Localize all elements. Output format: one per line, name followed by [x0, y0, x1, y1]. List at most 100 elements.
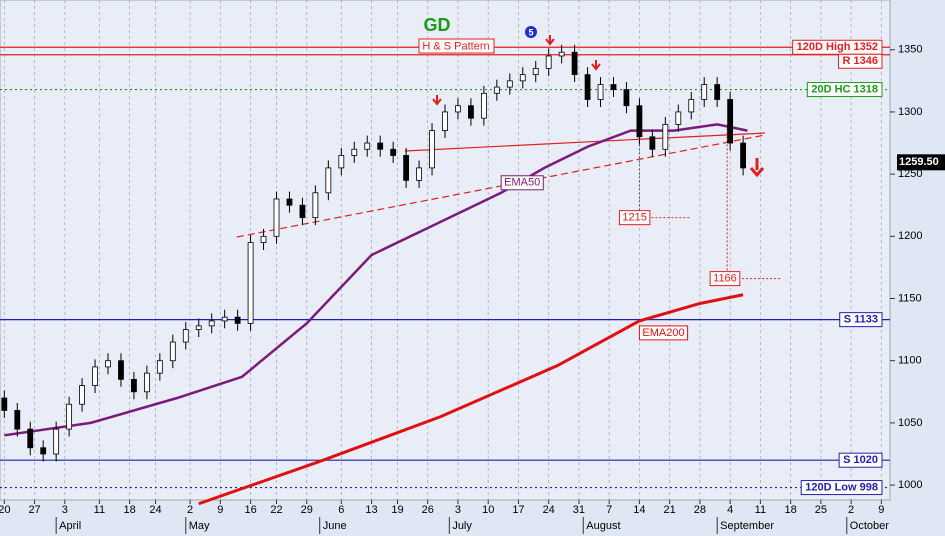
y-tick-label: 1200 [898, 230, 922, 242]
candle-body [234, 316, 241, 324]
candle-body [118, 360, 124, 380]
x-tick-label: 25 [815, 504, 827, 516]
candle-body [532, 68, 539, 76]
month-label: October [850, 520, 889, 532]
x-tick-label: 22 [270, 504, 282, 516]
x-tick-label: 21 [664, 504, 676, 516]
month-label: August [586, 520, 620, 532]
candle-body [701, 84, 708, 100]
candle-body [623, 89, 630, 107]
x-tick-label: 26 [422, 504, 434, 516]
target-label: 1215 [622, 212, 646, 224]
candle-body [53, 428, 60, 455]
level-label: 20D HC 1318 [811, 83, 878, 95]
candle-body [208, 320, 215, 327]
x-tick-label: 9 [878, 504, 884, 516]
pattern-label: H & S Pattern [422, 40, 489, 52]
arrow [432, 95, 442, 106]
candle-body [571, 51, 578, 76]
x-tick-label: 11 [755, 504, 766, 516]
month-label: July [452, 520, 472, 532]
target-box [709, 271, 741, 287]
y-tick-label: 1050 [898, 417, 922, 429]
candle-body [273, 198, 280, 237]
x-tick-label: 11 [94, 504, 105, 516]
x-tick-label: 7 [606, 504, 612, 516]
y-tick-label: 1000 [898, 479, 922, 491]
neckline [404, 132, 766, 152]
level-label: S 1020 [843, 454, 878, 466]
candle-body [688, 99, 695, 113]
candle-body [312, 192, 319, 219]
candle-body [597, 84, 604, 100]
x-tick-label: 20 [0, 504, 10, 516]
candle-body [610, 84, 617, 90]
x-tick-label: 18 [785, 504, 797, 516]
x-tick-label: 24 [543, 504, 555, 516]
target-label: 1166 [713, 273, 737, 285]
candle-body [40, 447, 47, 455]
pattern-box [418, 38, 495, 54]
candle-body [221, 316, 228, 322]
x-tick-label: 28 [694, 504, 706, 516]
x-tick-label: 29 [301, 504, 313, 516]
level-box [838, 452, 883, 468]
candle-body [79, 385, 85, 405]
candle-body [727, 99, 734, 144]
candle-body [286, 198, 293, 206]
y-tick-label: 1150 [898, 292, 922, 304]
candle-body [1, 397, 8, 411]
chart-title: GD [424, 15, 451, 35]
x-tick-label: 9 [217, 504, 223, 516]
candle-body [480, 92, 487, 119]
candle-body [493, 86, 500, 94]
month-label: April [59, 520, 81, 532]
candle-body [66, 403, 73, 430]
level-label: 120D High 1352 [797, 41, 878, 53]
x-tick-label: 3 [62, 504, 68, 516]
candle-body [740, 142, 747, 169]
candle-body [338, 155, 345, 169]
candle-body [429, 130, 435, 169]
level-box [792, 39, 883, 55]
last-price-label: 1259.50 [899, 156, 939, 168]
candle-body [403, 155, 410, 181]
candle-body [675, 111, 682, 125]
candle-body [92, 366, 98, 386]
candle-body [468, 105, 474, 119]
x-tick-label: 17 [512, 504, 524, 516]
indicator-box [500, 175, 544, 191]
candle-body [299, 204, 306, 219]
x-tick-label: 6 [338, 504, 344, 516]
candle-body [377, 142, 384, 150]
level-label: R 1346 [843, 55, 878, 67]
indicator-label: EMA200 [642, 327, 684, 339]
arrow [545, 35, 555, 46]
y-tick-label: 1250 [898, 168, 922, 180]
x-tick-label: 31 [573, 504, 585, 516]
candle-body [636, 105, 643, 138]
last-price-box [897, 154, 945, 171]
candle-body [351, 148, 358, 156]
y-tick-label: 1350 [898, 44, 922, 56]
candle-body [169, 341, 176, 362]
wave-marker [525, 26, 537, 38]
x-tick-label: 24 [149, 504, 161, 516]
x-tick-label: 16 [244, 504, 256, 516]
month-label: June [323, 520, 347, 532]
candle-body [442, 111, 448, 131]
candle-body [416, 167, 422, 181]
y-tick-label: 1300 [898, 106, 922, 118]
level-box [800, 480, 883, 496]
indicator-box [638, 325, 689, 341]
x-tick-label: 19 [391, 504, 403, 516]
x-tick-label: 4 [727, 504, 733, 516]
candle-body [195, 325, 202, 331]
x-tick-label: 27 [28, 504, 40, 516]
x-tick-label: 10 [482, 504, 494, 516]
x-tick-label: 14 [633, 504, 645, 516]
level-box [839, 312, 883, 328]
wave-label: 5 [528, 27, 533, 37]
candle-body [714, 84, 721, 100]
candle-body [390, 148, 397, 156]
